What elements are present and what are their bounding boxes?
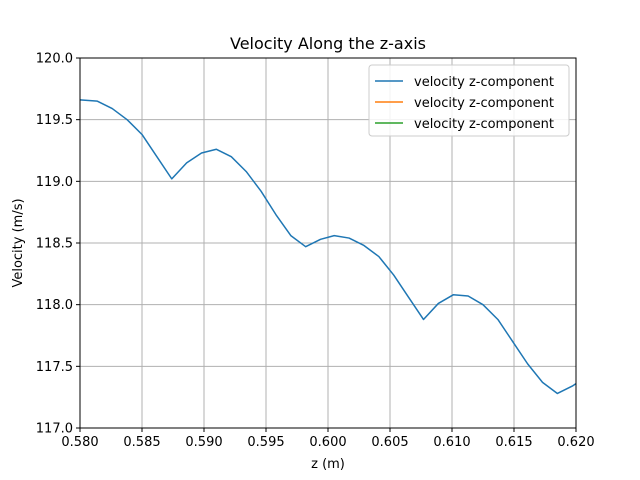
x-axis-ticks: 0.580 0.585 0.590 0.595 0.600 0.605 0.610 0.615…	[61, 428, 595, 450]
legend-label-0: velocity z-component	[414, 75, 554, 90]
y-tick-label: 117.0	[36, 422, 73, 437]
x-tick-label: 0.590	[185, 435, 222, 450]
y-tick-label: 118.5	[36, 237, 73, 252]
legend-label-1: velocity z-component	[414, 96, 554, 111]
y-tick-label: 119.0	[36, 175, 73, 190]
x-tick-label: 0.580	[61, 435, 98, 450]
x-tick-label: 0.600	[309, 435, 346, 450]
y-tick-label: 119.5	[36, 113, 73, 128]
y-axis-ticks: 117.0 117.5 118.0 118.5 119.0 119.5 120.0	[36, 52, 80, 437]
chart-title: Velocity Along the z-axis	[230, 34, 426, 53]
series-layer	[79, 99, 577, 395]
y-axis-label: Velocity (m/s)	[11, 198, 26, 287]
series-line-0	[79, 99, 577, 395]
y-tick-label: 120.0	[36, 52, 73, 67]
legend-label-2: velocity z-component	[414, 117, 554, 132]
x-tick-label: 0.615	[495, 435, 532, 450]
x-tick-label: 0.595	[247, 435, 284, 450]
x-tick-label: 0.585	[123, 435, 160, 450]
legend-box	[368, 64, 570, 137]
y-tick-label: 118.0	[36, 298, 73, 313]
x-tick-label: 0.620	[557, 435, 594, 450]
x-tick-label: 0.605	[371, 435, 408, 450]
x-axis-label: z (m)	[311, 457, 345, 472]
x-tick-label: 0.610	[433, 435, 470, 450]
legend: velocity z-component velocity z-component…	[368, 64, 570, 137]
y-tick-label: 117.5	[36, 360, 73, 375]
